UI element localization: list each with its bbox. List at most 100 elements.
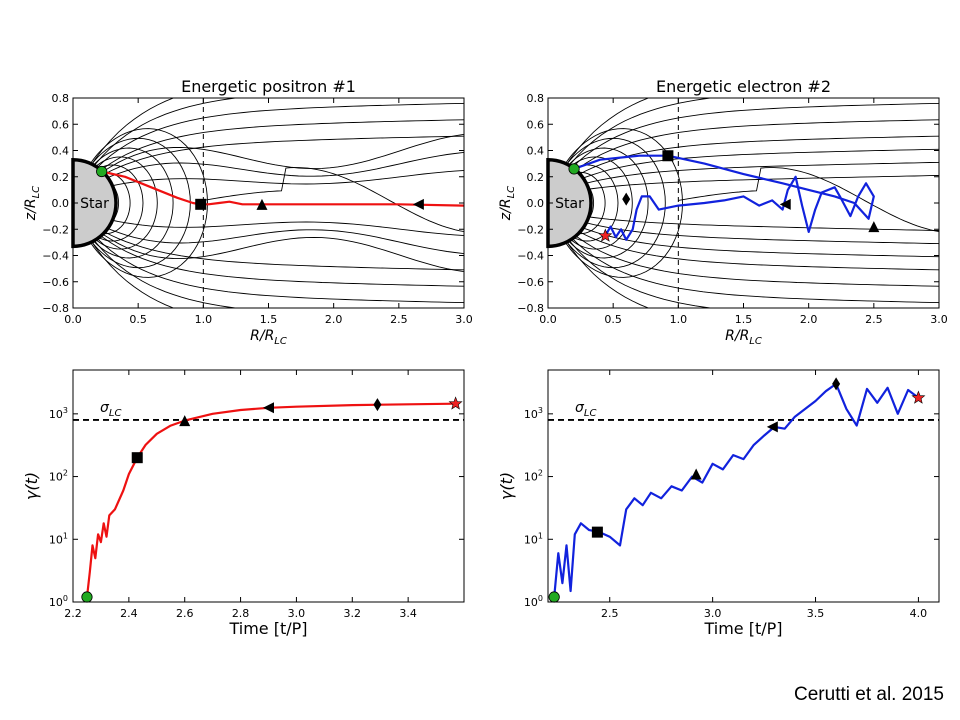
marker-triangle [690, 468, 702, 480]
x-tick-label: 3.4 [399, 607, 417, 620]
y-tick-label: 0.0 [52, 197, 70, 210]
y-tick-label: 0.4 [52, 145, 70, 158]
y-tick-label: 103 [524, 406, 543, 421]
series-line [573, 154, 875, 241]
x-tick-label: 3.0 [930, 313, 948, 326]
x-tick-label: 1.5 [260, 313, 278, 326]
marker-square [195, 198, 207, 210]
y-tick-label: −0.8 [517, 302, 544, 315]
series-line [553, 382, 920, 598]
marker-triangle-left [779, 198, 791, 210]
y-tick-label: 0.8 [527, 92, 545, 105]
x-tick-label: 0.5 [129, 313, 147, 326]
marker-triangle-left [412, 198, 424, 210]
chart-traj-positron: Energetic positron #1 Star 0.0 0.5 1.0 1.5 2.0… [23, 77, 473, 347]
marker-triangle [256, 198, 268, 210]
y-axis-label: γ(t) [497, 472, 516, 500]
x-tick-label: 2.6 [176, 607, 194, 620]
y-tick-label: −0.6 [42, 276, 69, 289]
x-tick-label: 2.0 [325, 313, 343, 326]
x-tick-label: 3.0 [288, 607, 306, 620]
field-lines [75, 98, 464, 308]
y-tick-label: −0.2 [42, 223, 69, 236]
sigma-lc-label: σLC [100, 400, 121, 419]
y-tick-label: 0.6 [52, 118, 70, 131]
x-axis-label: Time [t/P] [703, 619, 782, 638]
x-tick-label: 2.2 [64, 607, 82, 620]
x-tick-label: 0.0 [64, 313, 82, 326]
marker-circle [81, 591, 93, 603]
marker-diamond [622, 192, 631, 206]
x-tick-label: 1.0 [195, 313, 213, 326]
y-axis-label: z/RLC [498, 186, 517, 221]
marker-circle [96, 165, 108, 178]
chart-traj-electron: Energetic electron #2 Star 0.0 0.5 1.0 1.5 2.0… [498, 77, 948, 347]
x-axis-label: R/RLC [725, 328, 762, 347]
plot-frame [547, 369, 940, 603]
marker-square [591, 526, 603, 538]
x-tick-label: 1.0 [670, 313, 688, 326]
x-tick-label: 2.8 [232, 607, 250, 620]
plot-frame [547, 97, 940, 309]
x-tick-label: 0.5 [604, 313, 622, 326]
y-tick-label: 0.6 [527, 118, 545, 131]
x-tick-label: 3.5 [807, 607, 825, 620]
marker-star [448, 396, 463, 410]
chart-title: Energetic electron #2 [656, 77, 831, 96]
marker-star [598, 228, 613, 242]
y-tick-label: 102 [49, 469, 68, 484]
y-tick-label: −0.6 [517, 276, 544, 289]
y-tick-label: 103 [49, 406, 68, 421]
y-tick-label: 101 [49, 531, 68, 546]
marker-triangle [868, 221, 880, 233]
y-tick-label: 0.2 [52, 171, 70, 184]
marker-triangle-left [766, 421, 778, 433]
sigma-lc-label: σLC [575, 400, 596, 419]
x-tick-label: 3.0 [704, 607, 722, 620]
y-axis-label: γ(t) [22, 472, 41, 500]
y-tick-label: −0.2 [517, 223, 544, 236]
x-tick-label: 0.0 [539, 313, 557, 326]
marker-circle [548, 591, 560, 603]
x-tick-label: 2.5 [601, 607, 619, 620]
credit: Cerutti et al. 2015 [794, 684, 944, 705]
y-tick-label: −0.4 [517, 250, 544, 263]
marker-diamond [373, 398, 382, 412]
y-tick-label: 0.4 [527, 145, 545, 158]
y-tick-label: 0.2 [527, 171, 545, 184]
field-lines [550, 98, 939, 308]
marker-diamond [832, 377, 841, 391]
y-tick-label: 0.0 [527, 197, 545, 210]
plot-frame [72, 369, 465, 603]
y-tick-label: 102 [524, 469, 543, 484]
star-disk [546, 157, 593, 249]
y-tick-label: 100 [524, 594, 543, 609]
marker-square [131, 452, 143, 464]
current-sheet-line [678, 167, 939, 233]
x-tick-label: 1.5 [735, 313, 753, 326]
x-tick-label: 2.5 [390, 313, 408, 326]
marker-triangle [179, 415, 191, 427]
x-tick-label: 2.0 [800, 313, 818, 326]
x-tick-label: 2.4 [120, 607, 138, 620]
x-tick-label: 2.5 [865, 313, 883, 326]
marker-circle [568, 163, 580, 175]
y-axis-label: z/RLC [23, 186, 42, 221]
star-label: Star [555, 196, 584, 212]
x-tick-label: 3.2 [344, 607, 362, 620]
y-tick-label: 0.8 [52, 92, 70, 105]
marker-triangle-left [263, 402, 274, 414]
current-sheet-line [203, 167, 464, 233]
y-tick-label: −0.8 [42, 302, 69, 315]
chart-gamma-electron: σLC 2.5 3.0 3.5 4.0 100 101 102 103 Time [t/P] γ(t… [497, 369, 940, 638]
series-line [101, 170, 465, 207]
x-tick-label: 3.0 [455, 313, 473, 326]
x-axis-label: R/RLC [250, 328, 287, 347]
series-line [85, 402, 456, 598]
y-tick-label: 101 [524, 531, 543, 546]
plot-frame [72, 97, 465, 309]
x-tick-label: 4.0 [910, 607, 928, 620]
chart-title: Energetic positron #1 [181, 77, 356, 96]
